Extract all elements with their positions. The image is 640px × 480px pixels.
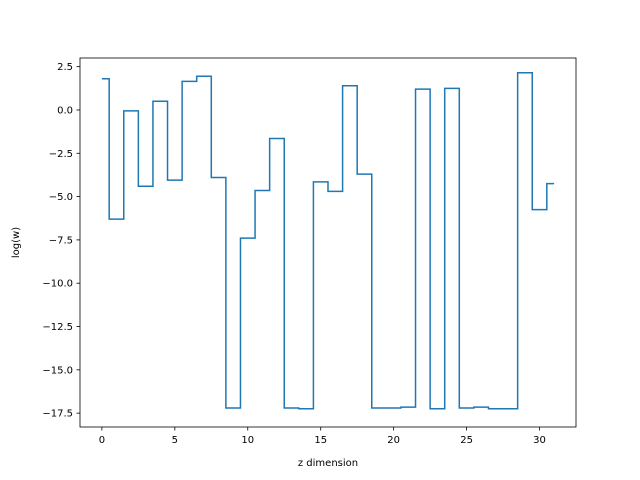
y-tick-label: −17.5: [42, 409, 73, 420]
x-tick-label: 0: [99, 435, 105, 446]
x-tick-label: 10: [241, 435, 254, 446]
x-tick-label: 30: [533, 435, 546, 446]
y-tick-label: −12.5: [42, 322, 73, 333]
x-axis: 0 5 10 15 20 25 30: [99, 427, 546, 446]
series-step-line: [101, 71, 555, 410]
x-tick-label: 20: [387, 435, 400, 446]
y-tick-label: 0.0: [57, 105, 73, 116]
x-tick-label: 15: [314, 435, 327, 446]
y-tick-label: −15.0: [42, 365, 73, 376]
y-tick-label: −5.0: [49, 192, 73, 203]
y-tick-label: −10.0: [42, 279, 73, 290]
y-axis-label: log(w): [11, 227, 22, 258]
plot-area: [101, 71, 555, 410]
y-tick-label: 2.5: [57, 62, 73, 73]
x-tick-label: 5: [172, 435, 178, 446]
y-tick-label: −2.5: [49, 149, 73, 160]
x-axis-label: z dimension: [298, 458, 358, 469]
y-tick-label: −7.5: [49, 235, 73, 246]
x-tick-label: 25: [460, 435, 473, 446]
axes-frame: [79, 57, 577, 428]
y-axis: 2.5 0.0 −2.5 −5.0 −7.5 −10.0 −12.5 −15.0 −17.5: [42, 62, 80, 420]
